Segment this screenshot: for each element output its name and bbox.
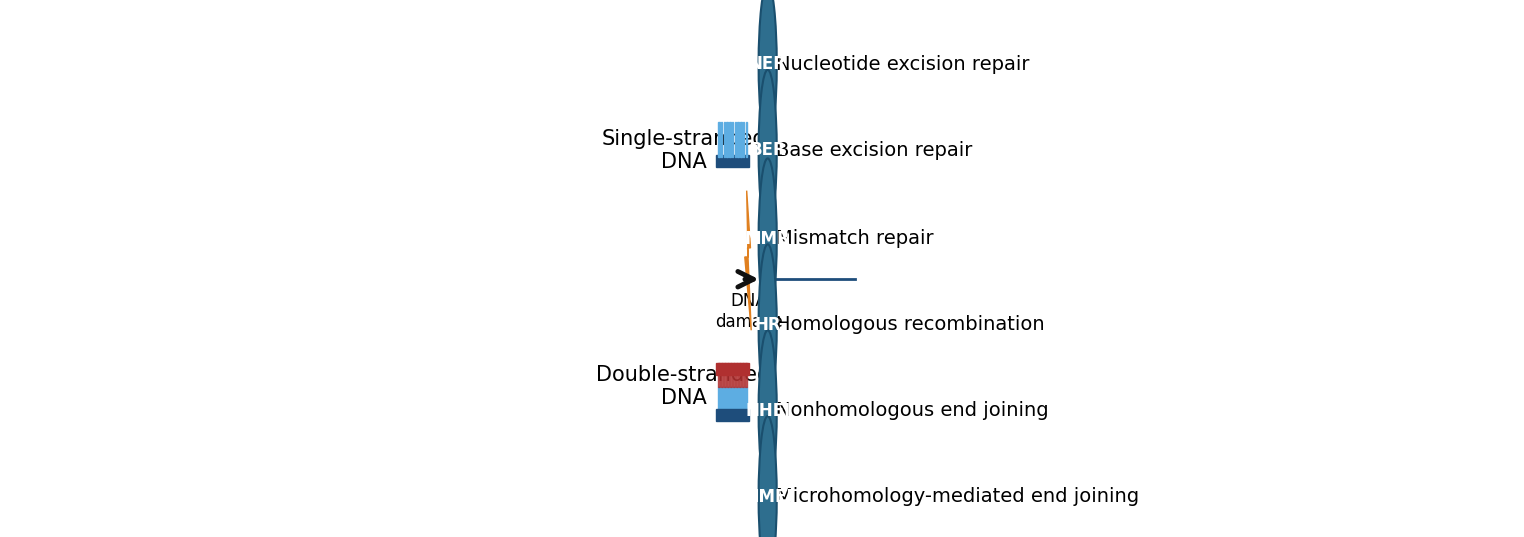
Text: Microhomology-mediated end joining: Microhomology-mediated end joining: [776, 487, 1140, 506]
Bar: [716, 155, 750, 167]
Bar: [716, 409, 750, 421]
Text: Mismatch repair: Mismatch repair: [776, 229, 934, 249]
Text: Double-stranded
DNA: Double-stranded DNA: [596, 365, 771, 408]
Text: Nucleotide excision repair: Nucleotide excision repair: [776, 55, 1030, 74]
Text: MMEJ: MMEJ: [742, 488, 792, 506]
Text: NER: NER: [748, 55, 786, 74]
Polygon shape: [745, 191, 751, 330]
Ellipse shape: [759, 0, 777, 145]
Text: NHEJ: NHEJ: [745, 402, 791, 420]
Text: BER: BER: [750, 141, 786, 159]
Ellipse shape: [759, 330, 777, 491]
Text: Nonhomologous end joining: Nonhomologous end joining: [776, 401, 1049, 420]
Text: Single-stranded
DNA: Single-stranded DNA: [600, 129, 765, 172]
Text: MMR: MMR: [745, 230, 791, 248]
Ellipse shape: [759, 158, 777, 320]
Text: Base excision repair: Base excision repair: [776, 141, 972, 160]
Text: DNA
damage: DNA damage: [715, 292, 783, 331]
Text: Homologous recombination: Homologous recombination: [776, 315, 1045, 335]
Text: HR: HR: [754, 316, 780, 334]
Ellipse shape: [759, 70, 777, 231]
Ellipse shape: [759, 416, 777, 537]
Bar: [716, 363, 750, 375]
Ellipse shape: [759, 244, 777, 405]
